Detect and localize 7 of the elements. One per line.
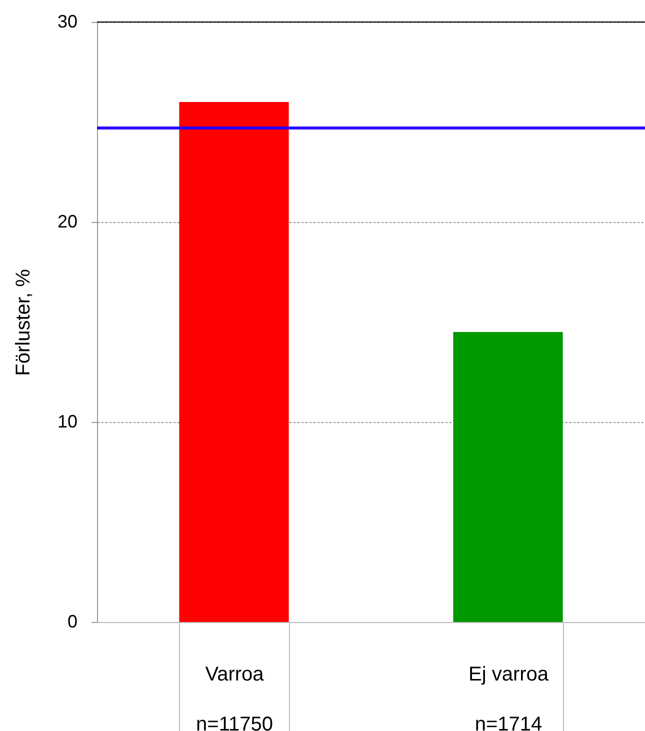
category-label: Ej varroa n=1714 — [468, 664, 549, 731]
y-tick-label: 10 — [57, 412, 78, 432]
y-tick-label: 30 — [57, 12, 78, 32]
y-axis-title: Förluster, % — [12, 268, 34, 376]
y-tick-label: 0 — [67, 612, 78, 632]
category-label: Varroa n=11750 — [196, 664, 273, 731]
y-tick-label: 20 — [57, 212, 78, 232]
